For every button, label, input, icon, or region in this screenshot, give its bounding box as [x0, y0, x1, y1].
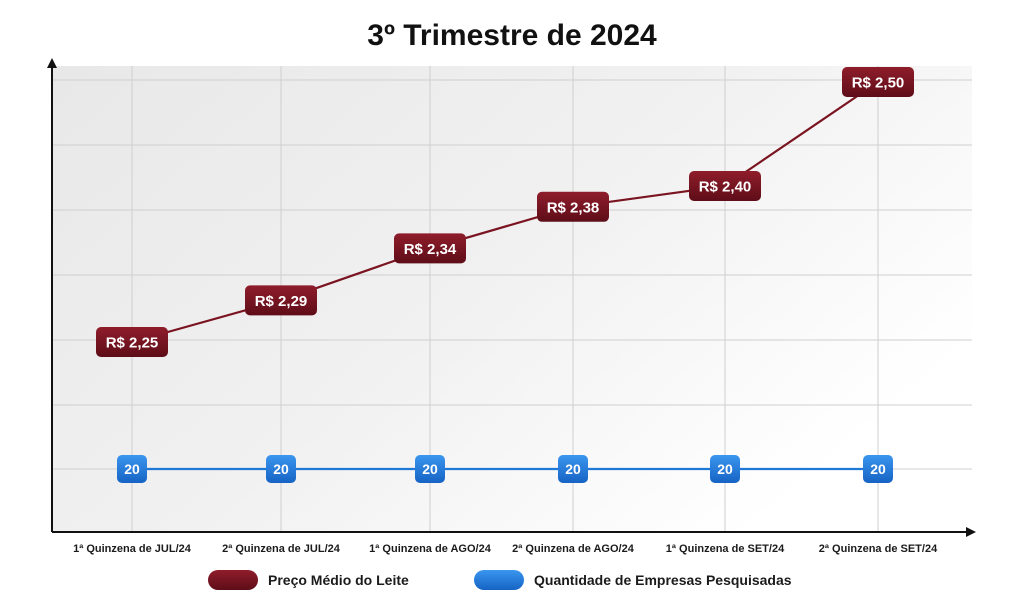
- data-badge-price: [537, 191, 609, 222]
- x-tick-label: 2ª Quinzena de JUL/24: [222, 543, 341, 555]
- x-tick-label: 1ª Quinzena de SET/24: [666, 543, 785, 555]
- x-tick-label: 1ª Quinzena de JUL/24: [73, 543, 192, 555]
- data-label-count: 20: [717, 461, 733, 477]
- data-badge-price: [689, 171, 761, 201]
- y-axis-arrow-icon: [47, 58, 57, 68]
- legend-swatch-count: [474, 570, 524, 590]
- data-badge-count: [710, 455, 740, 483]
- legend-label-count: Quantidade de Empresas Pesquisadas: [534, 572, 792, 588]
- data-point-count: 20: [117, 455, 147, 483]
- data-label-count: 20: [124, 461, 140, 477]
- data-point-count: 20: [266, 455, 296, 483]
- data-point-price: R$ 2,40: [689, 171, 761, 201]
- x-tick-labels: 1ª Quinzena de JUL/24 2ª Quinzena de JUL/…: [73, 543, 938, 555]
- data-point-price: R$ 2,34: [394, 233, 466, 264]
- data-label-price: R$ 2,50: [852, 75, 905, 92]
- data-badge-price: [842, 67, 914, 97]
- data-label-count: 20: [273, 461, 289, 477]
- data-point-price: R$ 2,25: [96, 327, 168, 357]
- data-label-count: 20: [422, 461, 438, 477]
- legend-label-price: Preço Médio do Leite: [268, 572, 409, 588]
- data-point-count: 20: [863, 455, 893, 483]
- data-label-price: R$ 2,34: [404, 241, 457, 258]
- data-label-count: 20: [565, 461, 581, 477]
- x-tick-label: 1ª Quinzena de AGO/24: [369, 543, 492, 555]
- legend-item-price: Preço Médio do Leite: [208, 570, 409, 590]
- grid-lines: [52, 66, 972, 532]
- data-label-price: R$ 2,38: [547, 199, 600, 216]
- legend-swatch-price: [208, 570, 258, 590]
- data-badge-count: [266, 455, 296, 483]
- legend: Preço Médio do Leite Quantidade de Empre…: [208, 570, 792, 590]
- data-point-count: 20: [415, 455, 445, 483]
- data-badge-price: [96, 327, 168, 357]
- data-point-price: R$ 2,50: [842, 67, 914, 97]
- data-point-count: 20: [558, 455, 588, 483]
- data-point-count: 20: [710, 455, 740, 483]
- chart-title: 3º Trimestre de 2024: [367, 19, 657, 52]
- data-label-price: R$ 2,29: [255, 293, 308, 310]
- data-badge-price: [394, 233, 466, 264]
- legend-item-count: Quantidade de Empresas Pesquisadas: [474, 570, 792, 590]
- data-badge-count: [117, 455, 147, 483]
- data-badge-count: [863, 455, 893, 483]
- x-tick-label: 2ª Quinzena de SET/24: [819, 543, 938, 555]
- x-axis-arrow-icon: [966, 527, 976, 537]
- data-badge-count: [558, 455, 588, 483]
- plot-background: [52, 66, 972, 532]
- data-badge-price: [245, 285, 317, 316]
- x-tick-label: 2ª Quinzena de AGO/24: [512, 543, 635, 555]
- data-point-price: R$ 2,38: [537, 191, 609, 222]
- axes: [47, 58, 976, 537]
- data-label-count: 20: [870, 461, 886, 477]
- data-label-price: R$ 2,40: [699, 179, 752, 196]
- data-label-price: R$ 2,25: [106, 335, 159, 352]
- data-point-price: R$ 2,29: [245, 285, 317, 316]
- data-badge-count: [415, 455, 445, 483]
- series-badges: R$ 2,25 R$ 2,29 R$ 2,34 R$ 2,38 R$ 2,40 R$ 2,…: [96, 67, 914, 483]
